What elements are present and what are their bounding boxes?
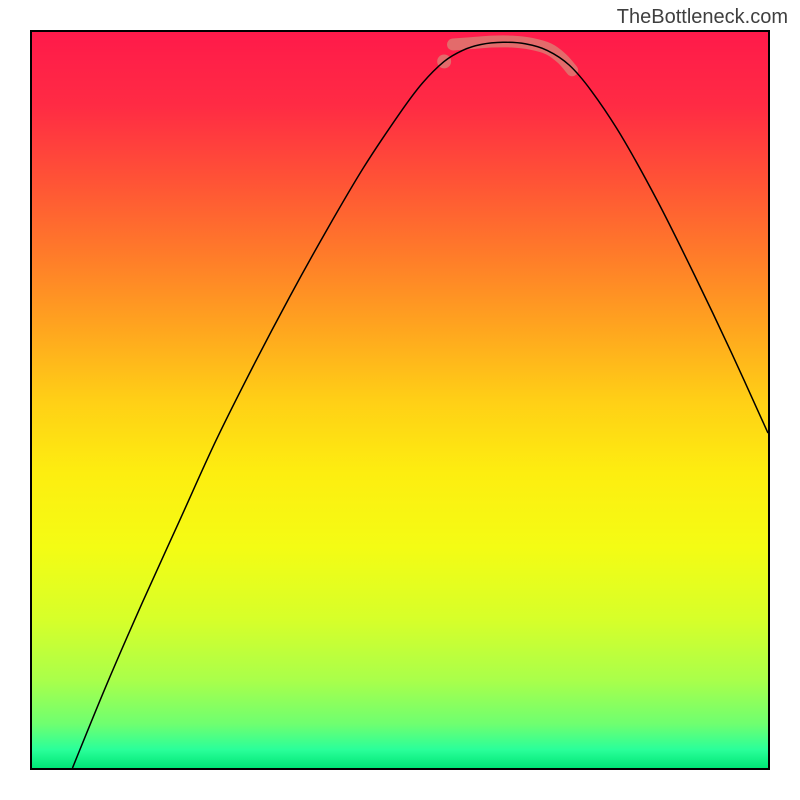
chart-highlight-segment: [453, 41, 572, 70]
chart-plot-area: [30, 30, 770, 770]
chart-curve-layer: [32, 32, 768, 768]
watermark-text: TheBottleneck.com: [617, 6, 788, 29]
chart-main-curve: [72, 42, 768, 768]
